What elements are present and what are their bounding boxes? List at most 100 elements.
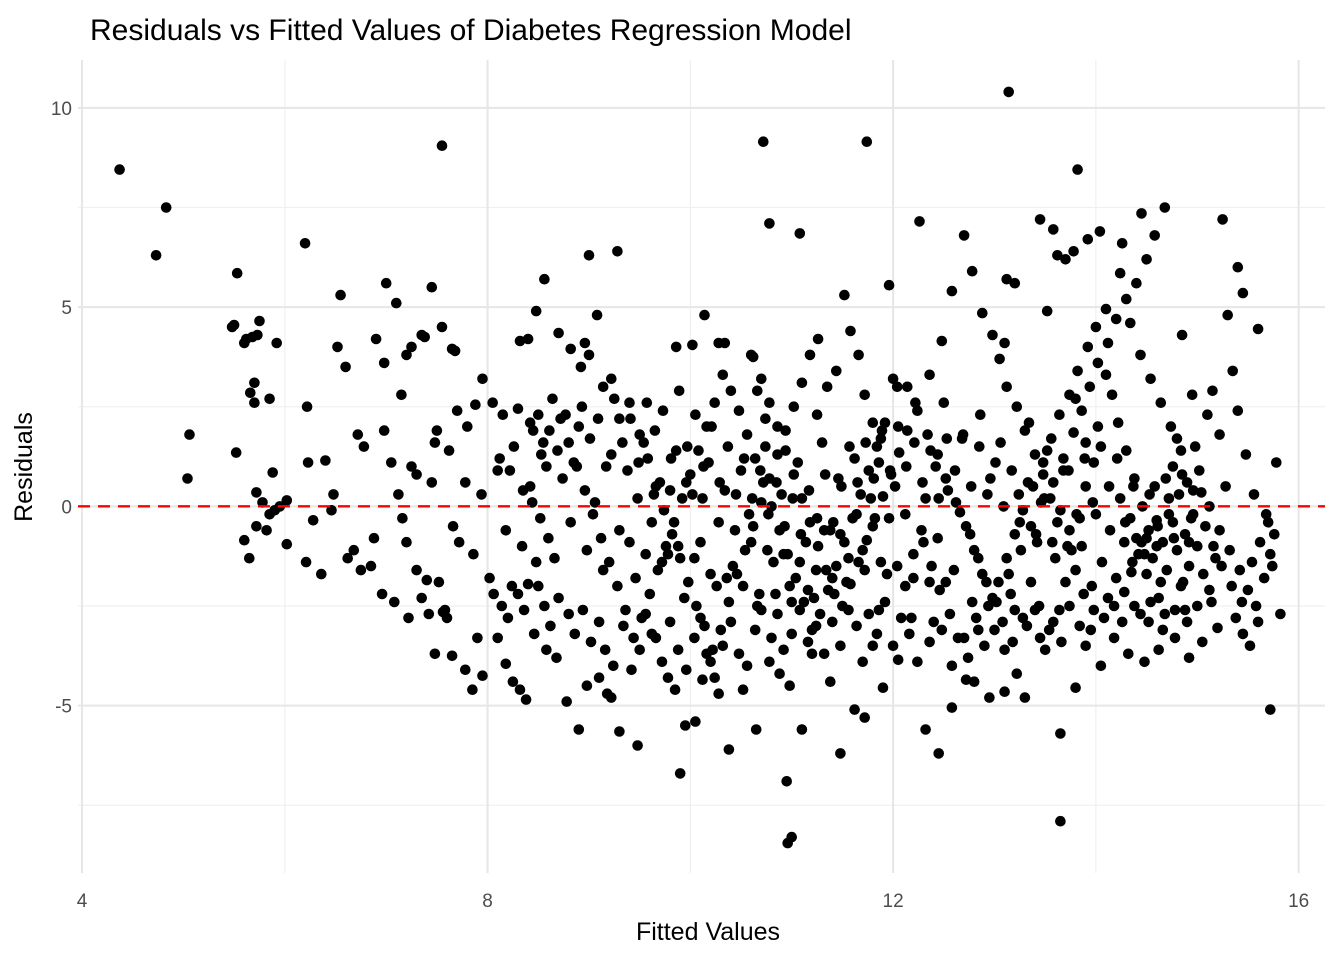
data-point: [1054, 409, 1065, 421]
data-point: [756, 497, 767, 508]
data-point: [1025, 521, 1037, 532]
data-point: [1244, 640, 1256, 652]
data-point: [852, 477, 863, 488]
data-point: [851, 509, 862, 520]
data-point: [835, 640, 846, 652]
data-point: [672, 540, 684, 552]
data-point: [803, 485, 815, 496]
data-point: [560, 409, 571, 421]
data-point: [973, 624, 984, 636]
data-point: [606, 692, 617, 703]
data-point: [365, 560, 377, 572]
data-point: [1167, 461, 1179, 472]
data-point: [411, 564, 422, 576]
data-point: [1068, 427, 1079, 438]
data-point: [760, 413, 771, 425]
data-point: [709, 672, 720, 683]
data-point: [818, 648, 830, 660]
data-point: [581, 680, 593, 691]
data-point: [679, 592, 690, 604]
data-point: [1192, 600, 1203, 612]
data-point: [1165, 421, 1177, 432]
data-point: [1108, 600, 1120, 612]
data-point: [488, 588, 500, 600]
data-point: [966, 596, 978, 608]
data-point: [690, 409, 701, 421]
data-point: [989, 624, 1000, 636]
data-point: [1160, 473, 1172, 484]
data-point: [433, 576, 445, 588]
data-point: [1169, 604, 1181, 616]
data-point: [802, 636, 814, 648]
data-point: [749, 453, 761, 464]
data-point: [1145, 373, 1156, 385]
data-point: [831, 560, 842, 572]
data-point: [1063, 465, 1074, 476]
data-point: [811, 513, 823, 524]
data-point: [160, 202, 172, 213]
data-points: [114, 86, 1286, 849]
data-point: [1143, 616, 1154, 628]
data-point: [1217, 214, 1228, 225]
data-point: [1248, 489, 1260, 500]
data-point: [522, 333, 534, 345]
data-point: [1169, 632, 1181, 644]
data-point: [443, 445, 455, 456]
data-point: [378, 357, 390, 369]
data-point: [1149, 481, 1160, 492]
data-point: [770, 588, 781, 600]
data-point: [778, 548, 789, 560]
data-point: [348, 544, 360, 556]
data-point: [538, 437, 549, 448]
data-point: [592, 413, 604, 425]
data-point: [561, 696, 572, 707]
data-point: [811, 409, 823, 421]
data-point: [626, 664, 637, 676]
data-point: [1262, 517, 1274, 528]
data-point: [1167, 517, 1179, 528]
data-point: [985, 473, 996, 484]
data-point: [873, 604, 885, 616]
data-point: [470, 399, 481, 411]
data-point: [419, 331, 431, 343]
data-point: [646, 517, 658, 528]
data-point: [695, 612, 706, 624]
data-point: [654, 477, 666, 488]
data-point: [553, 327, 564, 339]
data-point: [699, 620, 710, 632]
data-point: [453, 536, 465, 548]
data-point: [857, 544, 868, 556]
data-point: [670, 445, 682, 456]
y-axis-title: Residuals: [10, 412, 38, 522]
data-point: [875, 433, 887, 444]
data-point: [762, 544, 773, 556]
data-point: [1187, 509, 1199, 520]
data-point: [581, 544, 593, 556]
data-point: [733, 648, 745, 660]
data-point: [1179, 529, 1191, 540]
data-point: [583, 250, 595, 261]
data-point: [891, 560, 903, 572]
data-point: [705, 656, 716, 668]
data-point: [666, 529, 678, 540]
data-point: [252, 329, 263, 341]
data-point: [794, 228, 806, 239]
data-point: [1252, 616, 1264, 628]
data-point: [778, 644, 789, 656]
data-point: [332, 341, 343, 353]
data-point: [1108, 632, 1120, 644]
data-point: [401, 536, 412, 548]
data-point: [406, 461, 417, 472]
data-point: [1197, 636, 1208, 648]
data-point: [689, 552, 700, 564]
data-point: [577, 604, 589, 616]
data-point: [1200, 521, 1211, 532]
data-point: [772, 421, 783, 432]
data-point: [1128, 481, 1139, 492]
data-point: [979, 640, 990, 652]
data-point: [342, 552, 354, 564]
data-point: [917, 477, 928, 488]
data-point: [841, 576, 852, 588]
data-point: [1085, 624, 1097, 636]
data-point: [672, 644, 684, 656]
